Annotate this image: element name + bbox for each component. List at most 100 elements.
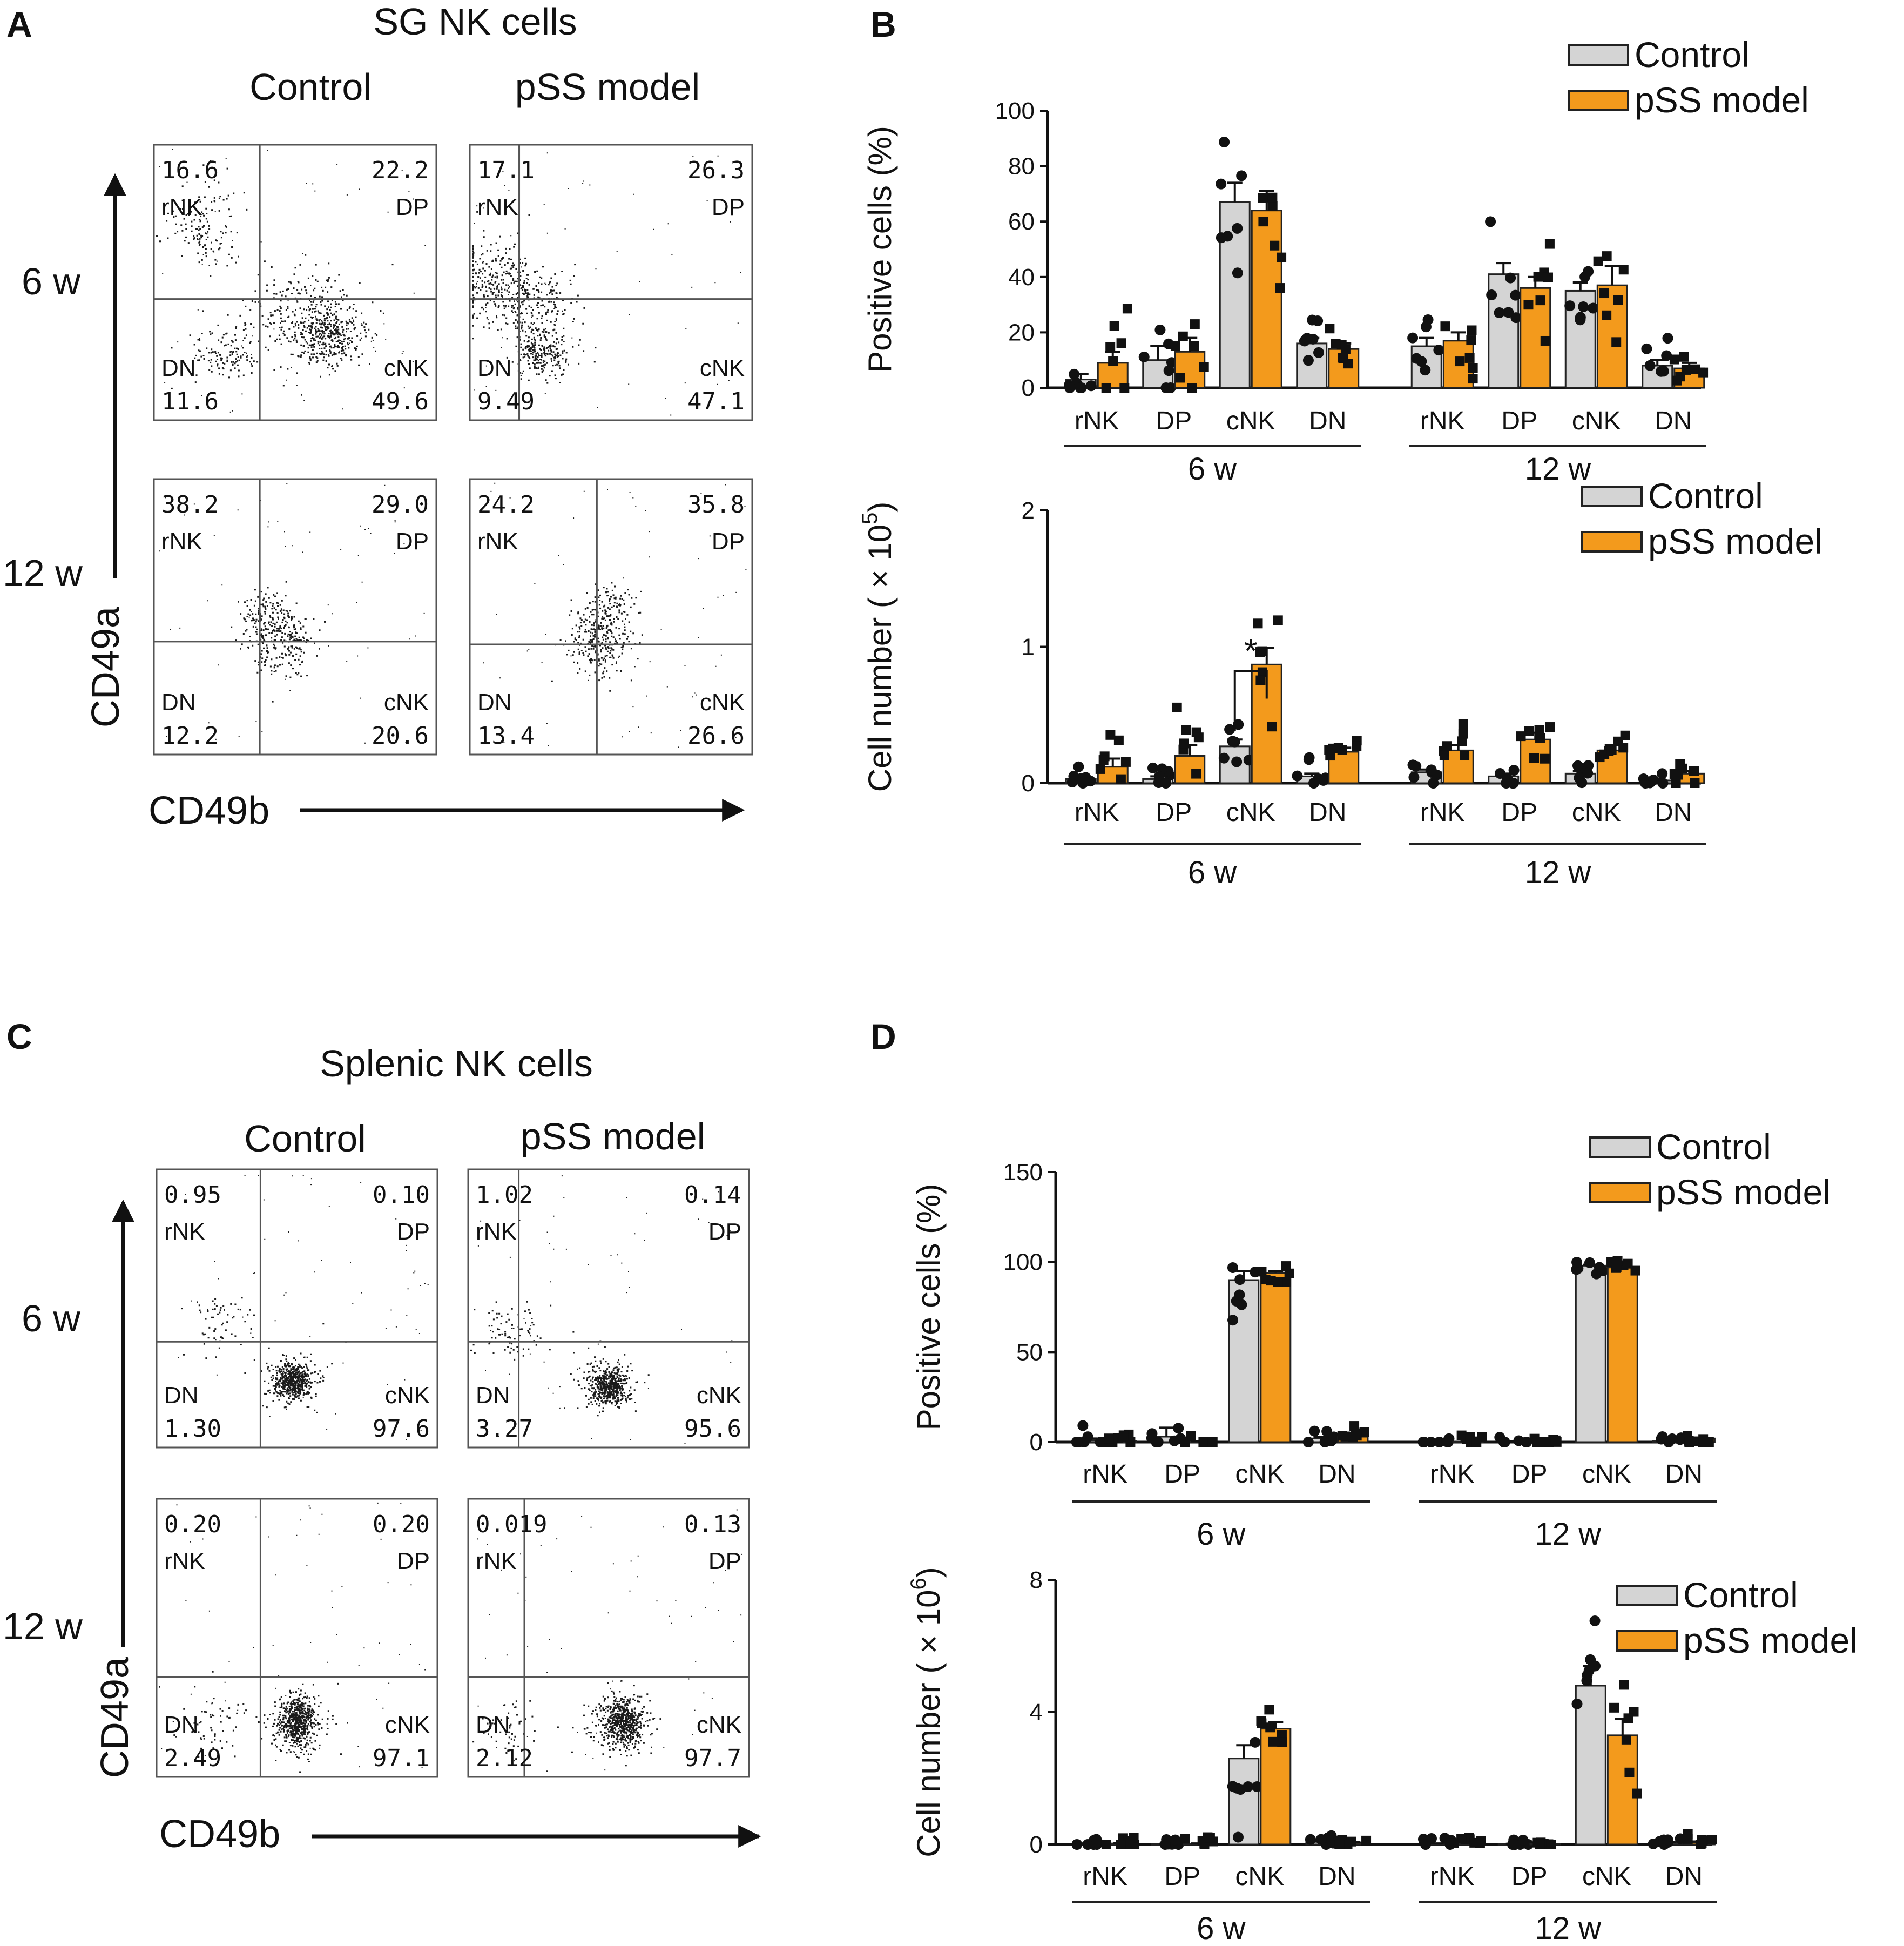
- data-point: [1337, 1431, 1347, 1441]
- data-point: [1234, 1289, 1245, 1301]
- data-point: [1632, 1788, 1642, 1799]
- data-point: [1623, 1258, 1633, 1269]
- bar-control: [1575, 1264, 1606, 1443]
- data-point: [1348, 1432, 1358, 1442]
- data-point: [1540, 335, 1550, 346]
- quadrant-label-dn: DN: [476, 1382, 510, 1409]
- data-point: [1073, 761, 1084, 772]
- data-point: [1191, 727, 1201, 737]
- x-tick-label: DP: [1511, 1862, 1548, 1891]
- data-point: [1180, 1834, 1190, 1844]
- legend-swatch-control: [1589, 1136, 1651, 1158]
- data-point: [1068, 771, 1079, 782]
- data-point: [1255, 675, 1266, 685]
- y-tick-label: 8: [1030, 1567, 1043, 1593]
- data-point: [1623, 1713, 1633, 1723]
- data-point: [1466, 335, 1476, 346]
- data-point: [1257, 1718, 1267, 1728]
- data-point: [1599, 288, 1610, 299]
- data-point: [1455, 356, 1465, 367]
- data-point: [1200, 1437, 1210, 1447]
- x-tick-label: rNK: [1420, 407, 1465, 435]
- quadrant-label-dp: DP: [708, 1218, 741, 1245]
- data-point: [1535, 733, 1545, 743]
- data-point: [1662, 1834, 1673, 1846]
- row-label-6w: 6 w: [22, 1297, 80, 1339]
- data-point: [1517, 1834, 1529, 1846]
- data-point: [1523, 300, 1534, 310]
- data-point: [1101, 383, 1111, 393]
- data-point: [1505, 272, 1516, 284]
- data-point: [1485, 216, 1496, 227]
- data-point: [1147, 762, 1158, 773]
- quadrant-label-dp: DP: [397, 1218, 430, 1245]
- quadrant-label-dn: DN: [477, 355, 512, 381]
- data-point: [1309, 1425, 1320, 1437]
- x-tick-label: DN: [1318, 1862, 1355, 1891]
- legend-swatch-control: [1581, 486, 1643, 507]
- data-point: [1101, 1840, 1111, 1849]
- data-point: [1602, 251, 1612, 261]
- data-point: [1108, 356, 1118, 366]
- x-tick-label: DN: [1655, 798, 1692, 827]
- data-point: [1175, 373, 1185, 383]
- x-tick-label: DP: [1501, 407, 1537, 435]
- data-point: [1325, 324, 1335, 334]
- data-point: [1602, 310, 1612, 320]
- data-point: [1589, 1615, 1601, 1626]
- y-tick-label: 0: [1030, 1429, 1043, 1456]
- quadrant-value-cnk: 97.6: [373, 1415, 430, 1443]
- quadrant-value-dn: 2.49: [164, 1745, 221, 1772]
- data-point: [1234, 1274, 1246, 1285]
- y-tick-label: 100: [995, 98, 1035, 124]
- x-tick-label: rNK: [1430, 1460, 1475, 1489]
- quadrant-label-dn: DN: [161, 355, 196, 381]
- row-label-12w: 12 w: [3, 1605, 83, 1647]
- data-point: [1618, 265, 1629, 275]
- legend-label: Control: [1635, 35, 1750, 75]
- data-point: [1486, 289, 1497, 301]
- data-point: [1191, 769, 1201, 779]
- x-tick-label: cNK: [1226, 798, 1275, 827]
- y-tick-label: 20: [1008, 319, 1035, 346]
- y-axis-label: Cell number ( × 106): [907, 1567, 947, 1857]
- quadrant-value-dn: 11.6: [161, 388, 219, 415]
- data-point: [1119, 383, 1130, 393]
- data-point: [1219, 136, 1230, 147]
- data-point: [1662, 333, 1673, 344]
- data-point: [1613, 295, 1623, 305]
- data-point: [1420, 321, 1432, 333]
- flow-plot: 16.6 22.2 11.6 49.6 rNK DP DN cNK: [153, 144, 437, 421]
- data-point: [1342, 1840, 1353, 1849]
- data-point: [1593, 256, 1603, 266]
- data-point: [1464, 353, 1475, 363]
- data-point: [1582, 767, 1594, 779]
- plot-frame: [467, 1498, 750, 1778]
- data-point: [1109, 321, 1119, 331]
- data-point: [1704, 1437, 1714, 1447]
- data-point: [1170, 1834, 1181, 1846]
- x-tick-label: cNK: [1582, 1460, 1631, 1489]
- data-point: [1233, 1831, 1244, 1843]
- data-point: [1689, 766, 1699, 776]
- scatter-dots: [470, 1175, 740, 1444]
- data-point: [1303, 754, 1314, 765]
- quadrant-label-cnk: cNK: [384, 355, 429, 381]
- bar-chart: 0 20 40 60 80 100 Positive cells (%) rNK DP cNK DN…: [862, 35, 1809, 487]
- data-point: [1120, 757, 1131, 767]
- group-label: 6 w: [1188, 452, 1237, 487]
- quadrant-value-dn: 3.27: [476, 1415, 533, 1443]
- data-point: [1672, 375, 1682, 386]
- data-point: [1644, 360, 1656, 371]
- data-point: [1698, 367, 1709, 378]
- quadrant-value-rnk: 1.02: [476, 1181, 533, 1209]
- col-label-control: Control: [244, 1117, 366, 1160]
- data-point: [1524, 726, 1534, 736]
- quadrant-label-dp: DP: [396, 194, 429, 220]
- data-point: [1075, 382, 1086, 393]
- quadrant-value-rnk: 17.1: [477, 157, 535, 184]
- panel-letter-b: B: [870, 4, 896, 44]
- data-point: [1312, 315, 1324, 327]
- data-point: [1477, 1432, 1487, 1442]
- data-point: [1611, 337, 1622, 347]
